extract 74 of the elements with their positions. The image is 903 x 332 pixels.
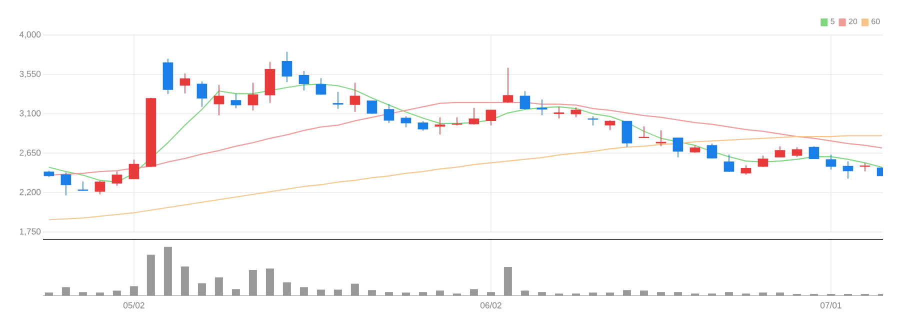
bar	[232, 289, 240, 296]
legend-label: 20	[848, 18, 858, 24]
y-tick-label: 3,100	[20, 110, 41, 118]
candlestick	[554, 106, 564, 119]
legend-label: 5	[830, 18, 834, 24]
candlestick	[808, 146, 820, 160]
bar	[214, 277, 223, 296]
candlestick	[570, 107, 582, 118]
candlestick	[672, 138, 684, 158]
bar	[640, 290, 648, 296]
y-tick-label: 2,200	[20, 189, 41, 196]
candlestick	[774, 146, 786, 158]
y-tick-label: 3,550	[20, 70, 41, 78]
bar	[436, 290, 444, 296]
bar	[368, 290, 376, 296]
candlestick	[128, 159, 140, 180]
bar	[300, 287, 308, 296]
candlestick	[758, 155, 768, 168]
candlestick	[366, 100, 378, 114]
x-tick-label: 05/02	[123, 302, 144, 308]
candlestick	[656, 130, 666, 147]
candlestick	[502, 67, 514, 104]
candlestick	[196, 81, 208, 108]
candlestick	[434, 116, 446, 135]
candlestick	[180, 73, 190, 94]
bar	[164, 246, 172, 296]
candlestick	[214, 84, 224, 116]
candlestick	[486, 109, 496, 126]
candlestick	[78, 180, 88, 192]
candlestick	[350, 82, 360, 112]
bar	[622, 290, 631, 296]
x-tick-label: 06/02	[480, 302, 502, 308]
bar	[316, 290, 325, 296]
bar	[112, 290, 121, 296]
bar	[334, 290, 342, 296]
candlestick	[384, 104, 394, 124]
candlestick	[706, 143, 718, 160]
bar	[146, 254, 155, 296]
bar	[248, 270, 257, 296]
bar	[180, 266, 189, 296]
bar	[504, 267, 512, 296]
candlestick	[282, 51, 292, 83]
candlestick	[740, 164, 752, 176]
candlestick	[622, 120, 632, 148]
bar	[470, 289, 478, 296]
bar	[62, 287, 70, 296]
candlestick	[316, 78, 326, 96]
candlestick	[332, 91, 344, 110]
y-tick-label: 4,000	[19, 31, 41, 39]
legend-label: 60	[872, 18, 880, 24]
bar	[266, 268, 274, 296]
bar	[130, 286, 138, 296]
candlestick	[230, 93, 242, 109]
y-tick-label: 2,650	[20, 150, 41, 157]
bar	[350, 284, 359, 296]
bar	[282, 282, 291, 296]
candlestick	[400, 116, 412, 128]
candlestick	[60, 172, 72, 196]
candlestick	[724, 154, 734, 172]
candlestick	[826, 154, 836, 170]
x-tick-label: 07/01	[820, 302, 842, 308]
y-tick-label: 1,750	[20, 228, 41, 236]
bar	[520, 290, 529, 296]
candlestick	[520, 90, 530, 110]
candlestick	[94, 180, 106, 195]
candlestick	[298, 70, 310, 91]
candlestick	[112, 170, 122, 186]
candlestick	[418, 120, 428, 132]
candlestick	[468, 107, 480, 125]
candlestick	[792, 146, 802, 158]
candlestick	[248, 82, 258, 111]
bar	[198, 283, 206, 296]
candlestick	[604, 120, 616, 131]
candlestick	[842, 160, 854, 180]
